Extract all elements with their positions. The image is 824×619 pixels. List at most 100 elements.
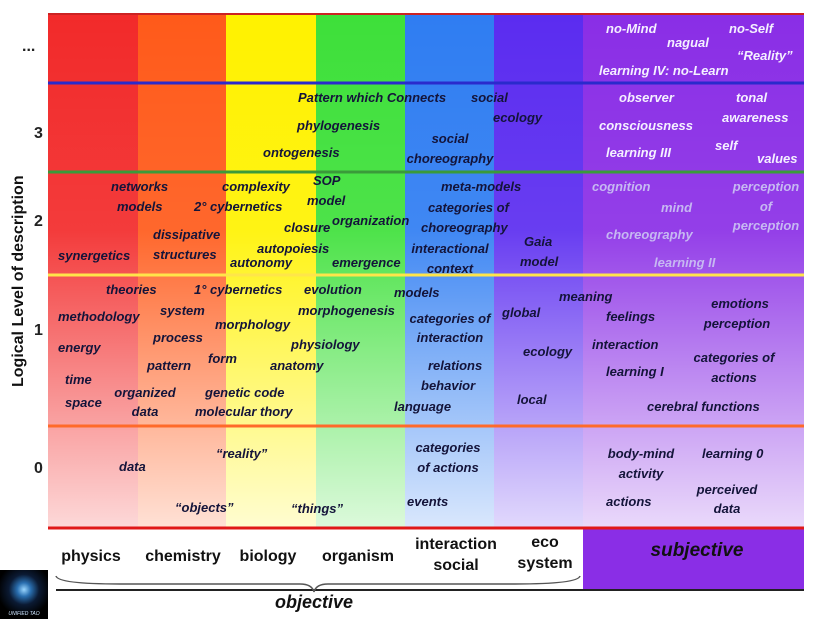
term-physiology: physiology (291, 337, 360, 352)
term-reality-0: “reality” (216, 446, 268, 461)
term-cerebral: cerebral functions (647, 399, 760, 414)
term-observer: observer (619, 90, 674, 105)
term-body-mind-1: body-mind (607, 446, 675, 461)
term-nagual: nagual (667, 35, 709, 50)
term-language: language (394, 399, 452, 414)
term-space: space (65, 395, 102, 410)
term-tonal: tonal (736, 90, 768, 105)
logo-text: UNIFIED TAO (8, 611, 40, 617)
term-objects: “objects” (175, 500, 234, 515)
objective-label: objective (274, 592, 354, 612)
term-choreography-s: choreography (606, 227, 693, 242)
term-process: process (153, 330, 203, 345)
term-perception-of-1: perception (732, 179, 800, 194)
term-no-mind: no-Mind (606, 21, 657, 36)
term-models-1: models (394, 285, 440, 300)
term-learning-i: learning I (606, 364, 664, 379)
term-time: time (65, 372, 92, 387)
term-pattern: pattern (147, 358, 192, 373)
term-cognition: cognition (592, 179, 651, 194)
term-perception-of-2: of (759, 199, 773, 214)
term-models-2: models (117, 199, 163, 214)
term-body-mind-2: activity (618, 466, 664, 481)
term-ecology: ecology (523, 344, 573, 359)
term-form: form (208, 351, 237, 366)
term-sop-1: SOP (313, 173, 341, 188)
term-actions: actions (606, 494, 652, 509)
term-anatomy: anatomy (270, 358, 324, 373)
term-emergence: emergence (332, 255, 401, 270)
column-chemistry: chemistry (145, 548, 221, 565)
term-data-0: data (119, 459, 146, 474)
term-learning-0: learning 0 (702, 446, 764, 461)
term-gaia-1: Gaia (524, 234, 553, 249)
column-biology: biology (239, 548, 297, 565)
term-complexity: complexity (222, 179, 290, 194)
term-social-choreo-2: choreography (406, 151, 494, 166)
term-closure: closure (284, 220, 331, 235)
term-social-choreo-1: social (431, 131, 469, 146)
term-system: system (160, 303, 205, 318)
term-dissipative-1: dissipative (153, 227, 221, 242)
y-axis-label: Logical Level of description (10, 175, 27, 387)
term-choreography: choreography (421, 220, 508, 235)
level-2: 2 (34, 213, 43, 230)
term-interaction-s: interaction (592, 337, 659, 352)
term-meta-models: meta-models (441, 179, 522, 194)
term-first-cybernetics: 1° cybernetics (194, 282, 283, 297)
term-phylogenesis: phylogenesis (297, 118, 381, 133)
term-social-ecology-1: social (471, 90, 508, 105)
column-interaction-1: interaction (415, 536, 497, 553)
term-consciousness: consciousness (599, 118, 693, 133)
term-no-self: no-Self (729, 21, 774, 36)
term-behavior: behavior (421, 378, 476, 393)
term-interactional-2: context (426, 261, 474, 276)
term-cat-actions0-1: categories (415, 440, 481, 455)
term-organized-1: organized (114, 385, 176, 400)
term-learning-iv: learning IV: no-Learn (599, 63, 729, 78)
term-learning-ii: learning II (654, 255, 716, 270)
term-cat-interaction-2: interaction (416, 330, 484, 345)
fade-overlay (48, 14, 804, 528)
term-things: “things” (291, 501, 343, 516)
term-pattern-connects: Pattern which Connects (298, 90, 447, 105)
term-autopoiesis: autopoiesis (257, 241, 330, 256)
term-dissipative-2: structures (153, 247, 217, 262)
level-1: 1 (34, 322, 43, 339)
term-cat-interaction-1: categories of (409, 311, 491, 326)
column-physics: physics (61, 548, 121, 565)
term-sop-2: model (307, 193, 346, 208)
term-morphology: morphology (215, 317, 291, 332)
term-methodology: methodology (58, 309, 140, 324)
term-theories: theories (106, 282, 157, 297)
column-eco-1: eco (531, 534, 559, 551)
term-relations: relations (428, 358, 483, 373)
level-0: 0 (34, 460, 43, 477)
term-ontogenesis: ontogenesis (263, 145, 340, 160)
term-energy: energy (58, 340, 101, 355)
column-organism: organism (321, 548, 395, 565)
level-ellipsis: ... (22, 38, 36, 55)
term-categories-of: categories of (428, 200, 509, 215)
term-meaning: meaning (559, 289, 613, 304)
term-global: global (502, 305, 541, 320)
term-social-ecology-2: ecology (493, 110, 543, 125)
term-feelings: feelings (606, 309, 656, 324)
term-perception-of-3: perception (732, 218, 800, 233)
term-self: self (715, 138, 738, 153)
term-organized-2: data (131, 404, 159, 419)
term-autonomy: autonomy (230, 255, 293, 270)
term-emotions-1: emotions (711, 296, 769, 311)
term-awareness: awareness (722, 110, 789, 125)
term-second-cybernetics: 2° cybernetics (194, 199, 283, 214)
term-molecular: molecular thory (195, 404, 293, 419)
objective-brace (55, 575, 581, 593)
term-local: local (517, 392, 547, 407)
term-cat-actions-1: categories of (693, 350, 775, 365)
term-events: events (407, 494, 449, 509)
term-learning-iii: learning III (606, 145, 672, 160)
term-reality-top: “Reality” (737, 48, 793, 63)
term-morphogenesis: morphogenesis (298, 303, 395, 318)
term-evolution: evolution (304, 282, 362, 297)
